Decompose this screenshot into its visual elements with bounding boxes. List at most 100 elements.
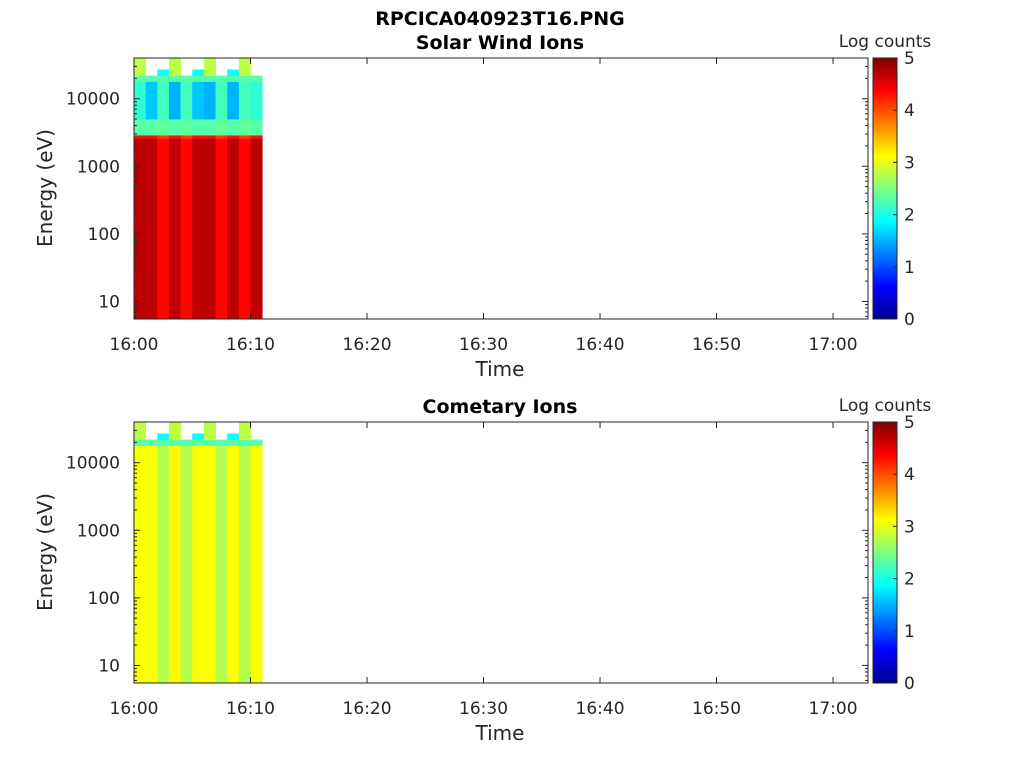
x-tick-label: 16:00: [110, 699, 159, 719]
x-tick-label: 16:30: [459, 699, 508, 719]
heatmap-cell: [134, 445, 147, 684]
heatmap-cell: [180, 119, 193, 136]
heatmap-cell: [145, 138, 158, 320]
colorbar-tick-label: 3: [904, 153, 915, 173]
heatmap-cell: [134, 433, 147, 440]
y-tick-label: 10: [98, 656, 120, 676]
heatmap-cell: [180, 81, 193, 120]
x-tick-label: 16:10: [226, 335, 275, 355]
heatmap-cell: [157, 75, 170, 82]
colorbar-tick-label: 1: [904, 622, 915, 642]
heatmap-cell: [192, 439, 205, 446]
heatmap-cell: [227, 135, 240, 139]
x-tick-label: 16:20: [343, 699, 392, 719]
colorbar-label-solar-wind: Log counts: [839, 32, 932, 52]
heatmap-cell: [168, 439, 181, 446]
heatmap-cell: [238, 58, 251, 70]
heatmap-cells-cometary: [134, 422, 263, 684]
heatmap-cell: [238, 135, 251, 139]
x-axis-label-solar-wind: Time: [475, 357, 525, 381]
heatmap-cell: [203, 81, 216, 120]
heatmap-cell: [203, 445, 216, 684]
heatmap-cell: [134, 69, 147, 76]
x-axis-ticks-cometary: 16:00 16:10 16:20 16:30 16:40 16:50 17:00: [110, 422, 858, 719]
x-tick-label: 16:50: [692, 699, 741, 719]
colorbar-tick-label: 3: [904, 517, 915, 537]
heatmap-cell: [227, 69, 240, 76]
colorbar-tick-label: 5: [904, 413, 915, 433]
heatmap-cell: [134, 75, 147, 82]
heatmap-cell: [227, 81, 240, 120]
heatmap-cell: [215, 135, 228, 139]
heatmap-cell: [192, 445, 205, 684]
heatmap-cell: [250, 119, 263, 136]
heatmap-cell: [203, 439, 216, 446]
y-tick-label: 100: [88, 225, 120, 245]
x-tick-label: 16:30: [459, 335, 508, 355]
heatmap-cell: [203, 433, 216, 440]
heatmap-cell: [250, 81, 263, 120]
colorbar-ticks-cometary: 0 1 2 3 4 5: [893, 413, 915, 694]
heatmap-cell: [168, 119, 181, 136]
x-axis-ticks-solar-wind: 16:00 16:10 16:20 16:30 16:40 16:50 17:00: [110, 58, 858, 355]
heatmap-cell: [180, 439, 193, 446]
heatmap-cell: [168, 138, 181, 320]
heatmap-cell: [134, 439, 147, 446]
heatmap-cell: [238, 69, 251, 76]
heatmap-cell: [145, 75, 158, 82]
heatmap-cell: [238, 422, 251, 434]
heatmap-cell: [168, 75, 181, 82]
heatmap-cell: [203, 58, 216, 70]
colorbar-tick-label: 4: [904, 465, 915, 485]
heatmap-cell: [215, 439, 228, 446]
colorbar-solar-wind: [872, 57, 898, 320]
heatmap-cell: [215, 138, 228, 320]
panel-title-cometary: Cometary Ions: [423, 396, 578, 418]
heatmap-cell: [227, 433, 240, 440]
colorbar-tick-label: 1: [904, 258, 915, 278]
x-tick-label: 16:40: [576, 335, 625, 355]
heatmap-cell: [227, 445, 240, 684]
y-tick-label: 10000: [66, 454, 120, 474]
heatmap-cell: [192, 433, 205, 440]
heatmap-cell: [157, 433, 170, 440]
heatmap-cell: [238, 445, 251, 684]
heatmap-cell: [227, 75, 240, 82]
colorbar-cometary: [872, 421, 898, 684]
heatmap-cell: [250, 439, 263, 446]
x-tick-label: 17:00: [809, 699, 858, 719]
heatmap-cell: [250, 135, 263, 139]
heatmap-cell: [180, 135, 193, 139]
heatmap-cell: [238, 119, 251, 136]
colorbar-tick-label: 0: [904, 310, 915, 330]
heatmap-cell: [168, 58, 181, 70]
heatmap-cell: [227, 138, 240, 320]
heatmap-cell: [157, 81, 170, 120]
heatmap-cell: [192, 119, 205, 136]
heatmap-cell: [180, 75, 193, 82]
heatmap-cell: [168, 81, 181, 120]
x-tick-label: 16:20: [343, 335, 392, 355]
heatmap-cell: [203, 69, 216, 76]
heatmap-cell: [168, 69, 181, 76]
heatmap-cell: [134, 119, 147, 136]
heatmap-cell: [192, 138, 205, 320]
heatmap-cell: [145, 119, 158, 136]
heatmap-cell: [145, 445, 158, 684]
heatmap-cell: [203, 135, 216, 139]
x-axis-label-cometary: Time: [475, 721, 525, 745]
panel-solar-wind: Solar Wind Ions 16:00 16:10 16:20 16:30 16:4…: [33, 32, 931, 381]
heatmap-cell: [238, 433, 251, 440]
heatmap-cell: [203, 75, 216, 82]
x-tick-label: 17:00: [809, 335, 858, 355]
y-axis-ticks-cometary: 10 100 1000 10000: [66, 421, 868, 681]
panel-title-solar-wind: Solar Wind Ions: [416, 32, 584, 54]
heatmap-cell: [215, 119, 228, 136]
heatmap-cell: [134, 138, 147, 320]
heatmap-cell: [203, 422, 216, 434]
heatmap-cell: [134, 58, 147, 70]
colorbar-label-cometary: Log counts: [839, 396, 932, 416]
y-tick-label: 100: [88, 589, 120, 609]
heatmap-cell: [215, 75, 228, 82]
